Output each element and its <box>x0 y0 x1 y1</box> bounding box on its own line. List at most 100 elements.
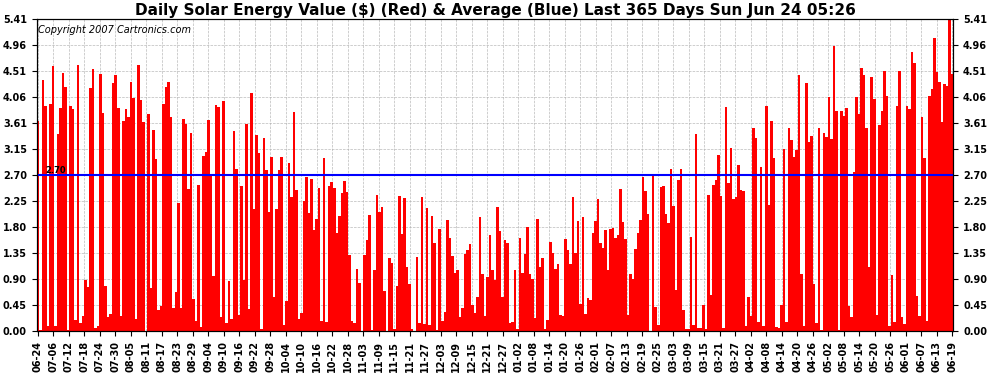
Bar <box>566 250 569 332</box>
Bar <box>908 109 911 332</box>
Bar <box>159 306 162 332</box>
Bar <box>257 153 260 332</box>
Bar <box>223 101 225 332</box>
Bar <box>888 326 891 332</box>
Bar <box>414 331 416 332</box>
Bar <box>373 270 375 332</box>
Bar <box>411 329 414 332</box>
Bar <box>336 233 338 332</box>
Bar <box>157 310 159 332</box>
Bar <box>288 163 290 332</box>
Bar <box>506 243 509 332</box>
Bar <box>868 267 870 332</box>
Bar <box>640 220 642 332</box>
Bar <box>107 318 110 332</box>
Bar <box>667 223 669 332</box>
Bar <box>571 197 574 332</box>
Bar <box>311 179 313 332</box>
Bar <box>215 105 218 332</box>
Bar <box>446 220 448 332</box>
Bar <box>84 280 87 332</box>
Bar <box>855 97 858 332</box>
Bar <box>635 249 637 332</box>
Bar <box>777 328 780 332</box>
Bar <box>847 306 850 332</box>
Bar <box>649 331 652 332</box>
Bar <box>484 316 486 332</box>
Bar <box>700 328 702 332</box>
Bar <box>316 219 318 332</box>
Bar <box>228 280 230 332</box>
Bar <box>757 322 760 332</box>
Bar <box>747 297 750 332</box>
Bar <box>298 319 300 332</box>
Bar <box>860 68 863 332</box>
Bar <box>712 186 715 332</box>
Bar <box>112 83 115 332</box>
Bar <box>167 82 169 332</box>
Bar <box>537 219 539 332</box>
Bar <box>592 233 594 332</box>
Bar <box>936 72 939 332</box>
Bar <box>514 270 517 332</box>
Bar <box>823 133 826 332</box>
Bar <box>333 188 336 332</box>
Bar <box>401 234 403 332</box>
Bar <box>408 284 411 332</box>
Bar <box>378 212 381 332</box>
Bar <box>883 71 886 332</box>
Bar <box>544 329 546 332</box>
Bar <box>878 125 880 332</box>
Bar <box>265 170 267 332</box>
Bar <box>479 217 481 332</box>
Bar <box>833 46 836 332</box>
Bar <box>790 140 793 332</box>
Bar <box>252 209 255 332</box>
Bar <box>429 325 431 332</box>
Bar <box>230 320 233 332</box>
Bar <box>810 136 813 332</box>
Bar <box>431 216 434 332</box>
Bar <box>130 82 132 332</box>
Bar <box>682 310 685 332</box>
Bar <box>436 330 439 332</box>
Bar <box>235 168 238 332</box>
Bar <box>760 167 762 332</box>
Bar <box>152 130 154 332</box>
Bar <box>383 291 386 332</box>
Bar <box>509 323 511 332</box>
Bar <box>556 264 559 332</box>
Bar <box>646 214 649 332</box>
Bar <box>313 230 316 332</box>
Bar <box>255 135 257 332</box>
Bar <box>321 321 323 332</box>
Bar <box>632 279 635 332</box>
Bar <box>772 158 775 332</box>
Bar <box>795 150 798 332</box>
Bar <box>602 248 604 332</box>
Bar <box>630 274 632 332</box>
Bar <box>456 270 458 332</box>
Bar <box>303 201 305 332</box>
Bar <box>308 213 311 332</box>
Bar <box>97 326 99 332</box>
Bar <box>841 111 842 332</box>
Bar <box>473 313 476 332</box>
Bar <box>499 231 501 332</box>
Bar <box>901 317 903 332</box>
Bar <box>657 325 659 332</box>
Bar <box>61 73 64 332</box>
Bar <box>489 235 491 332</box>
Bar <box>522 273 524 332</box>
Bar <box>360 331 363 332</box>
Bar <box>850 317 853 332</box>
Bar <box>50 104 51 332</box>
Bar <box>728 183 730 332</box>
Bar <box>870 76 873 332</box>
Bar <box>677 180 679 332</box>
Bar <box>346 192 348 332</box>
Bar <box>644 191 646 332</box>
Bar <box>594 221 597 332</box>
Bar <box>187 189 190 332</box>
Bar <box>836 111 838 332</box>
